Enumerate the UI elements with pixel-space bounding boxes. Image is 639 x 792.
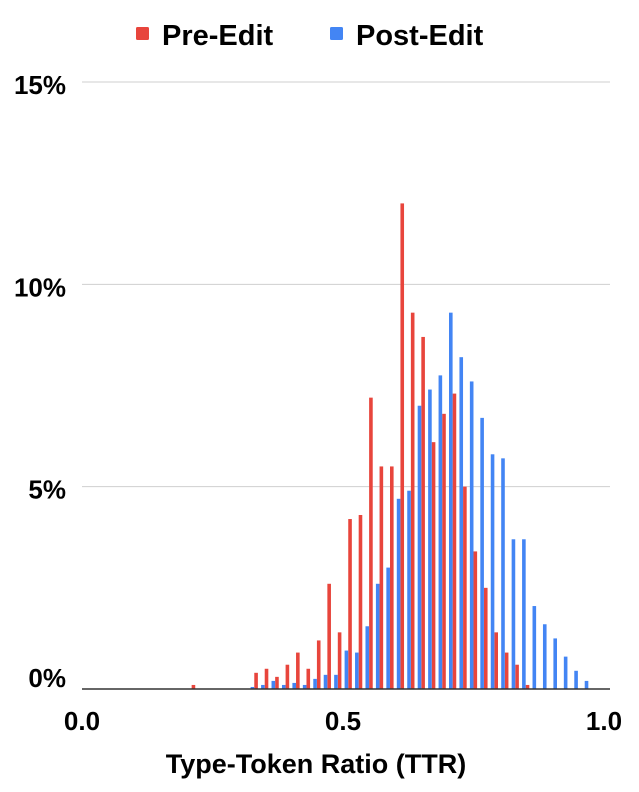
post-edit-bar <box>553 638 557 689</box>
post-edit-bar <box>480 417 484 689</box>
pre-edit-bar <box>421 336 425 689</box>
pre-edit-bar <box>379 466 384 689</box>
y-tick-label: 15% <box>14 70 66 100</box>
post-edit-bar <box>563 656 568 689</box>
post-edit-bar <box>281 684 286 689</box>
pre-edit-bar <box>410 312 415 689</box>
post-edit-bar <box>271 680 276 689</box>
x-tick-labels: 0.0 0.5 1.0 <box>64 706 622 736</box>
pre-edit-bar <box>264 668 269 689</box>
legend: Pre-Edit Post-Edit <box>136 20 484 52</box>
post-edit-bar <box>250 686 255 689</box>
pre-edit-bar <box>504 652 509 689</box>
post-edit-bar <box>449 312 453 689</box>
post-edit-bar <box>313 678 317 689</box>
post-edit-bar <box>417 405 422 689</box>
pre-edit-bar <box>275 676 279 689</box>
pre-edit-bar <box>191 684 196 689</box>
pre-edit-bar <box>483 587 488 689</box>
pre-edit-bar <box>254 672 258 689</box>
legend-swatch <box>136 27 149 40</box>
post-edit-bar <box>511 539 516 689</box>
pre-edit-bar <box>316 640 321 689</box>
pre-edit-bar <box>306 668 311 689</box>
post-edit-bar <box>375 583 380 689</box>
x-tick-label: 0.0 <box>64 706 100 736</box>
post-edit-bar <box>334 674 338 689</box>
post-edit-bar <box>386 567 390 689</box>
pre-edit-bar <box>463 486 467 689</box>
post-edit-bar <box>574 670 578 689</box>
y-tick-label: 10% <box>14 272 66 302</box>
legend-label: Pre-Edit <box>162 20 274 52</box>
pre-edit-bar <box>400 203 405 689</box>
post-edit-bar <box>522 539 526 689</box>
pre-edit-bar <box>369 397 373 689</box>
pre-edit-bar <box>494 632 498 689</box>
pre-edit-bar <box>431 442 436 689</box>
post-edit-bar <box>302 684 307 689</box>
legend-label: Post-Edit <box>356 20 484 52</box>
post-edit-bar <box>501 458 505 689</box>
y-tick-label: 5% <box>28 475 66 505</box>
bars <box>191 203 589 689</box>
pre-edit-bar <box>442 413 446 689</box>
y-tick-labels: 0% 5% 10% 15% <box>14 70 66 693</box>
post-edit-bar <box>438 375 443 689</box>
post-edit-bar <box>584 680 589 689</box>
post-edit-bar <box>292 682 296 689</box>
post-edit-bar <box>469 381 474 689</box>
gridlines <box>82 81 610 488</box>
x-axis-label: Type-Token Ratio (TTR) <box>166 749 466 779</box>
pre-edit-bar <box>285 664 290 689</box>
x-tick-label: 0.5 <box>325 706 361 736</box>
post-edit-bar <box>365 626 370 689</box>
pre-edit-bar <box>473 551 478 689</box>
y-tick-label: 0% <box>28 663 66 693</box>
pre-edit-bar <box>327 583 331 689</box>
post-edit-bar <box>542 624 547 689</box>
pre-edit-bar <box>296 652 300 689</box>
x-tick-label: 1.0 <box>586 706 622 736</box>
post-edit-bar <box>490 454 495 689</box>
post-edit-bar <box>344 650 349 689</box>
post-edit-bar <box>396 498 401 689</box>
pre-edit-bar <box>348 519 352 689</box>
pre-edit-bar <box>358 514 363 689</box>
pre-edit-bar <box>390 466 394 689</box>
post-edit-bar <box>407 490 411 689</box>
pre-edit-bar <box>525 684 530 689</box>
post-edit-bar <box>261 684 265 689</box>
pre-edit-bar <box>515 664 519 689</box>
pre-edit-bar <box>337 632 342 689</box>
post-edit-bar <box>355 652 359 689</box>
post-edit-bar <box>459 357 464 689</box>
post-edit-bar <box>428 389 432 689</box>
legend-swatch <box>330 27 343 40</box>
post-edit-bar <box>532 606 537 689</box>
pre-edit-bar <box>452 393 457 689</box>
post-edit-bar <box>323 674 328 689</box>
